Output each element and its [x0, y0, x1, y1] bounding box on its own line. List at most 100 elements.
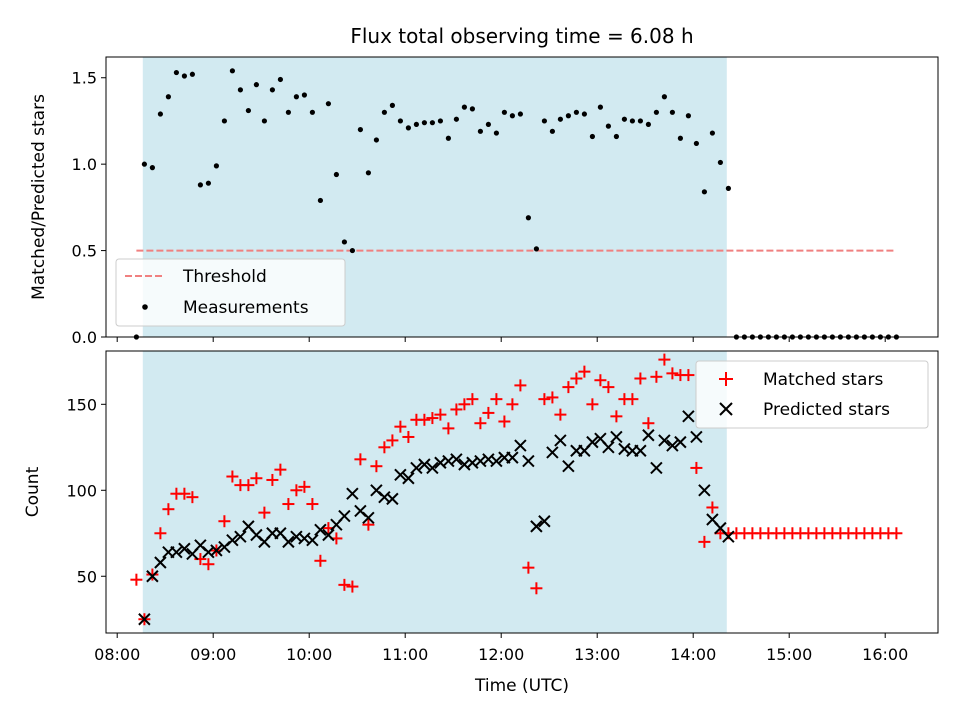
- bottom-x-ticks: 08:00 09:00 10:00 11:00 12:00 13:00 14:00 15:00…: [94, 633, 908, 664]
- matched-star-point: [522, 561, 535, 574]
- predicted-star-point: [690, 430, 703, 444]
- predicted-star-point: [610, 430, 623, 444]
- y-tick-label: 1.0: [72, 155, 97, 174]
- matched-star-point: [682, 369, 695, 382]
- matched-star-point: [658, 353, 671, 366]
- predicted-star-point: [362, 511, 375, 524]
- measurement-point: [373, 137, 379, 143]
- predicted-star-point: [346, 487, 359, 500]
- matched-star-point: [506, 398, 519, 411]
- matched-star-point: [226, 470, 239, 483]
- x-tick-label: 13:00: [574, 645, 620, 664]
- predicted-star-point: [522, 454, 535, 468]
- measurement-point: [613, 133, 620, 140]
- matched-star-point: [130, 573, 143, 586]
- predicted-star-point: [314, 523, 327, 537]
- matched-star-point: [386, 434, 399, 447]
- top-panel: 0.0 0.5 1.0 1.5 Matched/Predicted stars Thr…: [29, 56, 939, 347]
- matched-star-point: [650, 370, 663, 383]
- predicted-star-point: [490, 454, 503, 468]
- matched-star-point: [626, 393, 639, 406]
- matched-star-point: [546, 391, 559, 404]
- predicted-star-point: [322, 528, 335, 542]
- measurement-point: [693, 140, 700, 147]
- bottom-marks: [130, 353, 903, 626]
- y-tick-label: 50: [77, 567, 97, 586]
- measurement-point: [165, 94, 171, 100]
- predicted-star-point: [402, 472, 415, 485]
- measurement-point: [213, 163, 219, 169]
- measurement-point: [269, 87, 275, 93]
- matched-star-point: [266, 473, 279, 486]
- y-tick-label: 0.0: [72, 328, 97, 347]
- predicted-star-point: [506, 451, 519, 464]
- measurement-point: [453, 116, 459, 122]
- matched-star-point: [458, 398, 471, 411]
- matched-star-point: [594, 374, 607, 387]
- matched-star-point: [690, 461, 703, 474]
- predicted-star-point: [602, 441, 615, 454]
- measurement-point: [149, 165, 155, 171]
- predicted-star-point: [634, 444, 647, 457]
- measurements-legend-label: Measurements: [183, 298, 309, 318]
- top-legend-box: [115, 258, 346, 327]
- bottom-legend: Matched stars Predicted stars: [695, 360, 929, 429]
- measurement-point: [597, 104, 604, 110]
- predicted-star-point: [650, 461, 663, 475]
- threshold-legend-label: Threshold: [182, 267, 267, 287]
- measurement-point: [277, 76, 283, 83]
- matched-star-point: [538, 393, 551, 406]
- matched-star-point: [202, 558, 215, 571]
- matched-star-point: [698, 535, 711, 548]
- matched-star-point: [602, 381, 615, 394]
- matched-star-point: [418, 413, 431, 426]
- measurement-point: [477, 128, 483, 134]
- measurement-point: [309, 109, 315, 115]
- matched-star-point: [338, 578, 351, 591]
- measurement-point: [637, 118, 644, 124]
- measurement-point: [661, 94, 668, 100]
- top-legend: Threshold Measurements: [115, 258, 346, 327]
- matched-star-point: [466, 393, 479, 406]
- bottom-legend-box: [695, 360, 929, 429]
- matched-star-point: [442, 422, 455, 435]
- predicted-star-point: [538, 515, 551, 528]
- top-marks: [133, 68, 900, 340]
- measurement-point: [261, 118, 267, 124]
- matched-star-point: [274, 463, 287, 476]
- predicted-star-point: [338, 509, 351, 523]
- measurement-point: [285, 109, 291, 115]
- matched-star-point: [490, 393, 503, 406]
- measurement-point: [341, 239, 347, 245]
- predicted-star-point: [418, 458, 431, 471]
- measurement-point: [525, 215, 532, 221]
- matched-star-point: [394, 420, 407, 433]
- predicted-legend-label: Predicted stars: [763, 400, 890, 420]
- predicted-star-point: [530, 520, 543, 533]
- x-tick-label: 16:00: [862, 645, 908, 664]
- measurement-point: [645, 121, 652, 128]
- measurement-point: [437, 118, 443, 124]
- matched-star-point: [634, 372, 647, 385]
- measurement-point: [557, 116, 564, 122]
- measurement-point: [589, 133, 596, 140]
- measurement-point: [541, 118, 548, 124]
- matched-star-point: [610, 410, 623, 423]
- measurement-point: [325, 101, 331, 107]
- measurement-point: [573, 109, 580, 115]
- measurement-point: [397, 118, 403, 124]
- measurement-point: [173, 69, 179, 76]
- matched-star-point: [370, 460, 383, 473]
- predicted-star-point: [450, 453, 463, 466]
- measurement-point: [629, 118, 636, 124]
- predicted-star-point: [674, 435, 687, 449]
- matched-star-point: [186, 491, 199, 504]
- measurement-point: [501, 109, 507, 115]
- measurement-point: [317, 197, 323, 204]
- measurement-point: [493, 130, 499, 136]
- measurement-point: [485, 121, 491, 128]
- predicted-star-point: [722, 530, 735, 543]
- measurement-point: [181, 73, 187, 79]
- predicted-star-point: [410, 461, 423, 475]
